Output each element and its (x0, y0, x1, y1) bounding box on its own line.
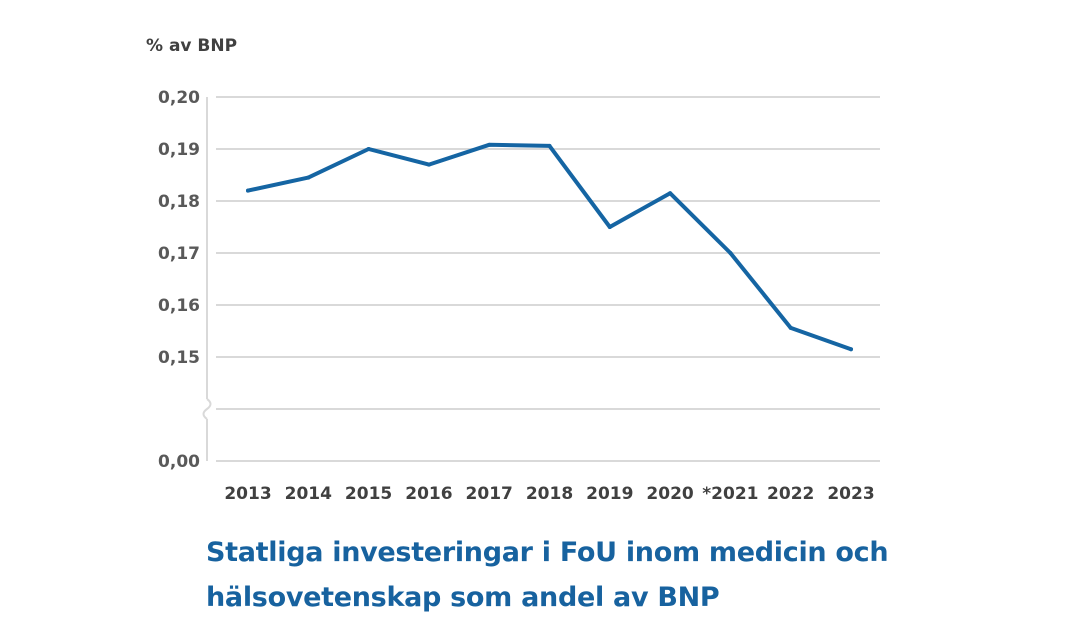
series-line-group (246, 142, 853, 352)
data-point (788, 325, 793, 330)
x-tick-label: 2023 (827, 484, 874, 504)
x-tick-label: 2016 (405, 484, 452, 504)
data-point (306, 175, 311, 180)
x-tick-label: 2018 (526, 484, 573, 504)
data-point (607, 225, 612, 229)
chart-title: Statliga investeringar i FoU inom medici… (206, 537, 889, 613)
x-tick-label: 2013 (224, 484, 271, 504)
x-tick-label: 2015 (345, 484, 392, 504)
data-point (246, 188, 250, 193)
data-point (728, 251, 733, 255)
x-tick-label: *2021 (702, 484, 758, 504)
data-point (547, 143, 552, 148)
data-point (849, 347, 853, 352)
y-axis-unit-label: % av BNP (146, 36, 237, 56)
y-tick-label: 0,18 (158, 192, 200, 212)
data-point (487, 142, 492, 147)
y-tick-label: 0,17 (158, 244, 200, 264)
y-tick-label: 0,16 (158, 296, 200, 316)
data-point (668, 191, 673, 196)
series-line (246, 142, 853, 352)
y-axis (202, 97, 212, 461)
y-tick-label: 0,19 (158, 140, 200, 160)
x-tick-labels: 2013 2014 2015 2016 2017 2018 2019 2020 *2021 202… (224, 484, 874, 504)
y-tick-label: 0,00 (158, 452, 200, 472)
x-tick-label: 2019 (586, 484, 633, 504)
x-tick-label: 2020 (646, 484, 693, 504)
x-tick-label: 2022 (767, 484, 814, 504)
data-point (426, 162, 431, 167)
y-tick-label: 0,15 (158, 348, 200, 368)
x-tick-label: 2017 (466, 484, 513, 504)
x-tick-label: 2014 (285, 484, 332, 504)
data-point (366, 147, 371, 151)
y-tick-label: 0,20 (158, 88, 200, 108)
axis-break-marker (202, 398, 212, 420)
y-tick-labels: 0,20 0,19 0,18 0,17 0,16 0,15 0,00 (158, 88, 200, 472)
gridlines (216, 96, 880, 462)
